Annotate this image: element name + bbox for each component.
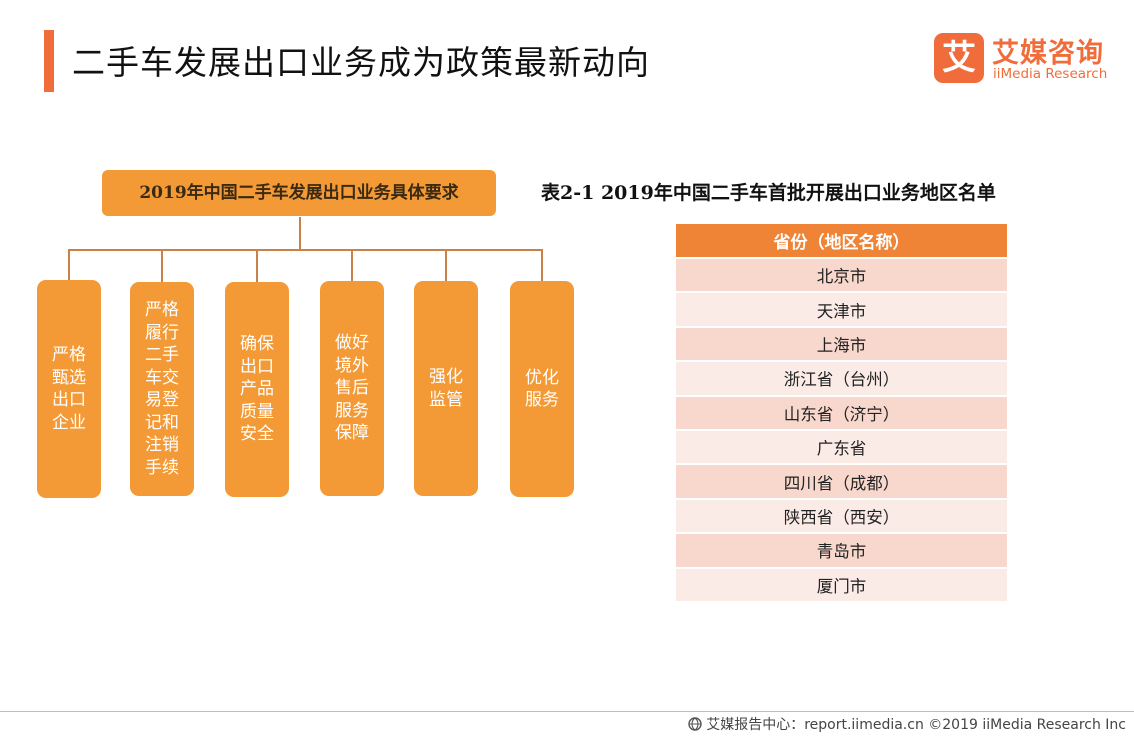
table-row: 陕西省（西安） bbox=[676, 498, 1007, 535]
table-row: 天津市 bbox=[676, 292, 1007, 328]
brand-logo: 艾 艾媒咨询 iiMedia Research bbox=[934, 33, 1114, 85]
title-accent-bar bbox=[44, 30, 54, 92]
table-cell: 广东省 bbox=[676, 429, 1007, 466]
org-chart-item: 优化服务 bbox=[510, 281, 574, 497]
table-row: 广东省 bbox=[676, 429, 1007, 466]
org-chart-item: 严格履行二手车交易登记和注销手续 bbox=[130, 282, 194, 496]
footer-divider bbox=[0, 711, 1134, 712]
org-chart-item: 严格甄选出口企业 bbox=[37, 280, 101, 498]
org-chart-item: 做好境外售后服务保障 bbox=[320, 281, 384, 496]
logo-name-en: iiMedia Research bbox=[993, 66, 1108, 82]
table-cell: 北京市 bbox=[676, 258, 1007, 294]
table-cell: 陕西省（西安） bbox=[676, 498, 1007, 535]
table-cell: 山东省（济宁） bbox=[676, 395, 1007, 431]
footer: 艾媒报告中心：report.iimedia.cn ©2019 iiMedia R… bbox=[688, 714, 1126, 734]
table-row: 青岛市 bbox=[676, 533, 1007, 569]
org-chart-item-label: 强化监管 bbox=[429, 367, 463, 410]
org-chart-item-label: 确保出口产品质量安全 bbox=[240, 334, 274, 445]
table-header: 省份（地区名称） bbox=[676, 224, 1007, 259]
table-cell: 四川省（成都） bbox=[676, 464, 1007, 500]
logo-mark-icon: 艾 bbox=[934, 33, 984, 83]
org-chart-item-label: 严格甄选出口企业 bbox=[52, 345, 86, 433]
table-row: 山东省（济宁） bbox=[676, 395, 1007, 431]
table-cell: 浙江省（台州） bbox=[676, 361, 1007, 397]
footer-source: 艾媒报告中心：report.iimedia.cn ©2019 iiMedia R… bbox=[706, 717, 1126, 733]
logo-name-cn: 艾媒咨询 bbox=[992, 38, 1104, 69]
org-chart-header: 2019年中国二手车发展出口业务具体要求 bbox=[102, 170, 496, 216]
table-cell: 上海市 bbox=[676, 326, 1007, 363]
org-chart-item-label: 严格履行二手车交易登记和注销手续 bbox=[145, 300, 179, 478]
org-chart-item-label: 做好境外售后服务保障 bbox=[335, 333, 369, 444]
table-cell: 青岛市 bbox=[676, 533, 1007, 569]
globe-icon bbox=[688, 717, 702, 731]
page-title: 二手车发展出口业务成为政策最新动向 bbox=[72, 43, 650, 82]
table-row: 上海市 bbox=[676, 326, 1007, 363]
table-row: 浙江省（台州） bbox=[676, 361, 1007, 397]
org-chart-item-label: 优化服务 bbox=[525, 367, 559, 411]
org-chart-item: 强化监管 bbox=[414, 281, 478, 496]
table-cell: 天津市 bbox=[676, 292, 1007, 328]
table-cell: 厦门市 bbox=[676, 567, 1007, 603]
table-row: 厦门市 bbox=[676, 567, 1007, 603]
org-chart-item: 确保出口产品质量安全 bbox=[225, 282, 289, 497]
table-row: 北京市 bbox=[676, 258, 1007, 294]
table-row: 四川省（成都） bbox=[676, 464, 1007, 500]
regions-table: 省份（地区名称） 北京市 天津市 上海市 浙江省（台州） 山东省（济宁） 广东省 四川省（成… bbox=[676, 224, 1007, 603]
table-caption: 表2-1 2019年中国二手车首批开展出口业务地区名单 bbox=[541, 182, 996, 204]
